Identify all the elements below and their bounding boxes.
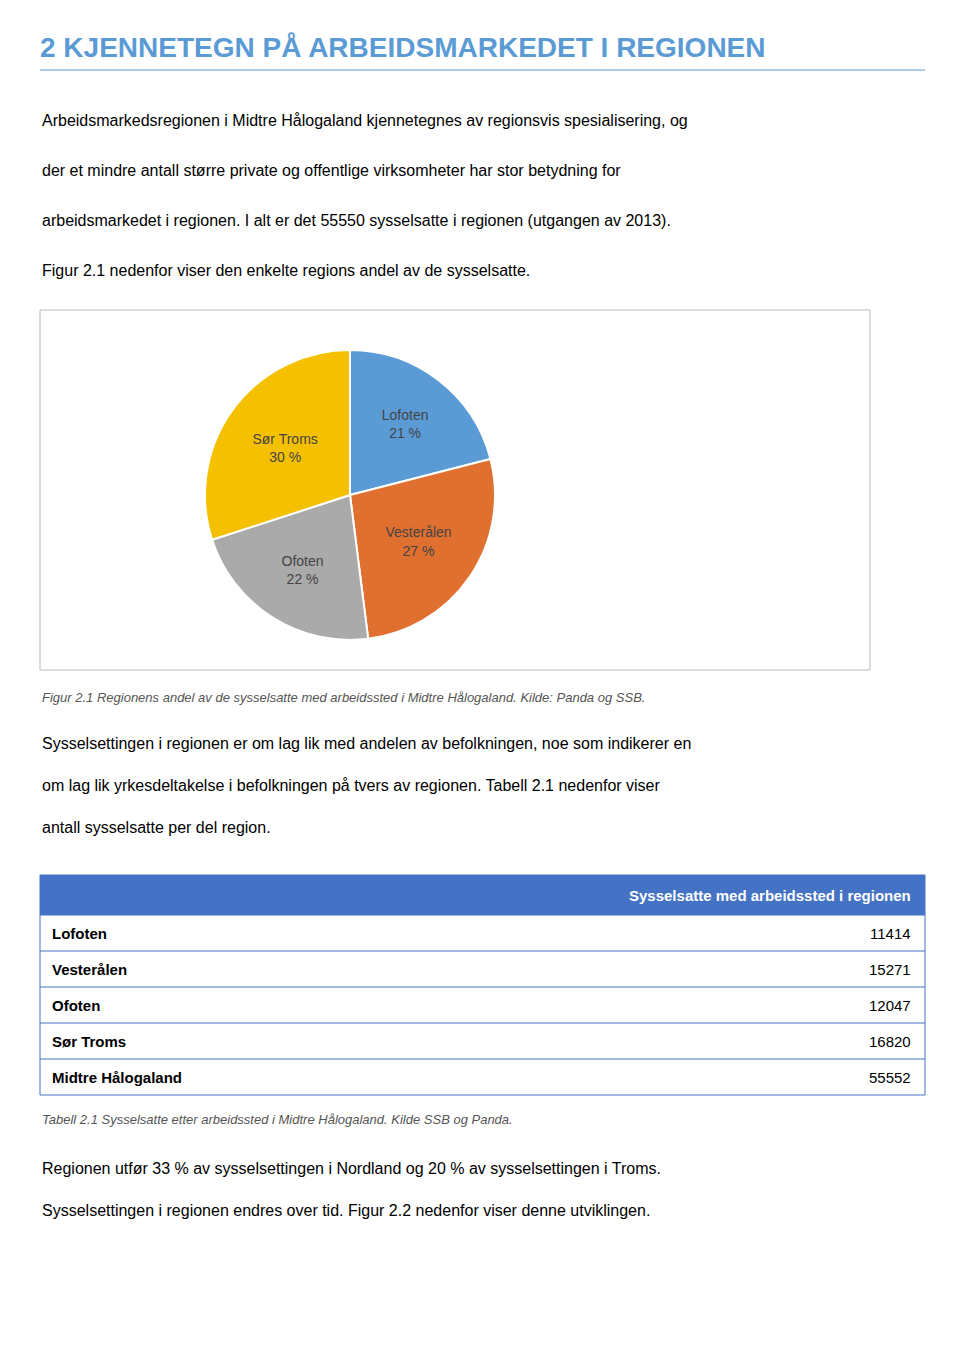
- svg-text:Sør Troms: Sør Troms: [52, 1033, 126, 1050]
- svg-text:Ofoten: Ofoten: [52, 997, 100, 1014]
- svg-text:Vesterålen27 %: Vesterålen27 %: [385, 524, 451, 558]
- svg-text:Ofoten22 %: Ofoten22 %: [282, 553, 324, 587]
- svg-text:arbeidsmarkedet i regionen. I: arbeidsmarkedet i regionen. I alt er det…: [42, 212, 671, 229]
- svg-text:55552: 55552: [869, 1069, 911, 1086]
- svg-text:Lofoten21 %: Lofoten21 %: [382, 407, 429, 441]
- svg-text:Tabell 2.1 Sysselsatte etter a: Tabell 2.1 Sysselsatte etter arbeidssted…: [42, 1112, 513, 1127]
- svg-text:11414: 11414: [870, 925, 911, 942]
- svg-text:Figur 2.1 Regionens andel av d: Figur 2.1 Regionens andel av de sysselsa…: [42, 690, 645, 705]
- svg-text:Midtre Hålogaland: Midtre Hålogaland: [52, 1069, 182, 1086]
- svg-text:2 KJENNETEGN PÅ ARBEIDSMARKEDE: 2 KJENNETEGN PÅ ARBEIDSMARKEDET I REGION…: [40, 32, 766, 63]
- svg-text:12047: 12047: [869, 997, 911, 1014]
- svg-text:der et mindre antall større pr: der et mindre antall større private og o…: [42, 162, 621, 179]
- svg-text:Lofoten: Lofoten: [52, 925, 107, 942]
- svg-text:antall sysselsatte per del reg: antall sysselsatte per del region.: [42, 819, 271, 836]
- svg-text:Figur 2.1 nedenfor viser den e: Figur 2.1 nedenfor viser den enkelte reg…: [42, 262, 530, 279]
- svg-text:Vesterålen: Vesterålen: [52, 961, 127, 978]
- svg-text:Sør Troms30 %: Sør Troms30 %: [252, 431, 317, 465]
- svg-text:Arbeidsmarkedsregionen i Midtr: Arbeidsmarkedsregionen i Midtre Hålogala…: [42, 112, 688, 129]
- svg-text:Sysselsettingen i regionen er: Sysselsettingen i regionen er om lag lik…: [42, 735, 691, 752]
- svg-text:Regionen utfør 33 % av syssels: Regionen utfør 33 % av sysselsettingen i…: [42, 1160, 661, 1177]
- svg-text:16820: 16820: [869, 1033, 911, 1050]
- svg-text:15271: 15271: [869, 961, 911, 978]
- svg-text:Sysselsettingen i regionen end: Sysselsettingen i regionen endres over t…: [42, 1202, 650, 1219]
- svg-text:om lag lik yrkesdeltakelse i b: om lag lik yrkesdeltakelse i befolkninge…: [42, 777, 661, 794]
- svg-text:Sysselsatte med arbeidssted i: Sysselsatte med arbeidssted i regionen: [629, 887, 911, 904]
